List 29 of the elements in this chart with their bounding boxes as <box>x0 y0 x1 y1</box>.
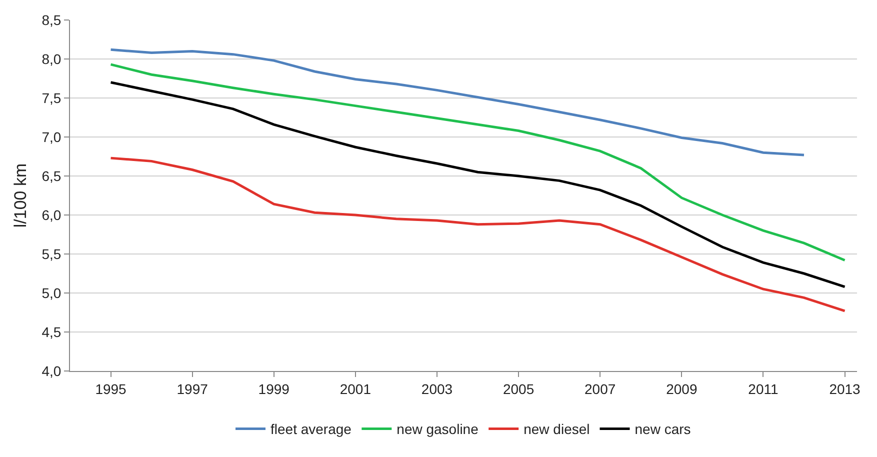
x-tick-label: 2011 <box>748 380 778 397</box>
y-tick-label: 6,5 <box>42 168 62 184</box>
y-tick-label: 8,0 <box>42 50 62 67</box>
y-tick-label: 4,5 <box>42 324 62 340</box>
legend-label: fleet average <box>270 421 352 438</box>
x-tick-label: 2007 <box>584 380 616 397</box>
legend-label: new cars <box>634 421 691 438</box>
x-tick-label: 1995 <box>95 380 127 397</box>
legend-label: new diesel <box>524 421 590 438</box>
line-series <box>110 156 846 312</box>
x-tick-label: 2003 <box>421 380 453 397</box>
x-tick-label: 1999 <box>258 380 290 397</box>
legend-label: new gasoline <box>396 421 479 438</box>
y-tick-label: 5,5 <box>42 246 62 262</box>
line-series <box>110 48 806 156</box>
x-tick-label: 2005 <box>502 380 534 397</box>
x-tick-label: 2001 <box>340 380 372 397</box>
line-series <box>110 63 846 262</box>
y-tick-label: 7,0 <box>42 128 62 145</box>
x-tick-label: 1997 <box>176 380 208 397</box>
x-tick-label: 2009 <box>666 380 698 397</box>
line-series <box>110 81 846 288</box>
y-tick-label: 7,5 <box>42 90 62 106</box>
x-tick-label: 2013 <box>829 380 861 397</box>
y-tick-label: 5,0 <box>42 284 62 301</box>
y-axis-title: l/100 km <box>11 163 30 228</box>
y-tick-label: 8,5 <box>42 12 62 28</box>
y-tick-label: 6,0 <box>42 206 62 223</box>
y-tick-label: 4,0 <box>42 362 62 379</box>
